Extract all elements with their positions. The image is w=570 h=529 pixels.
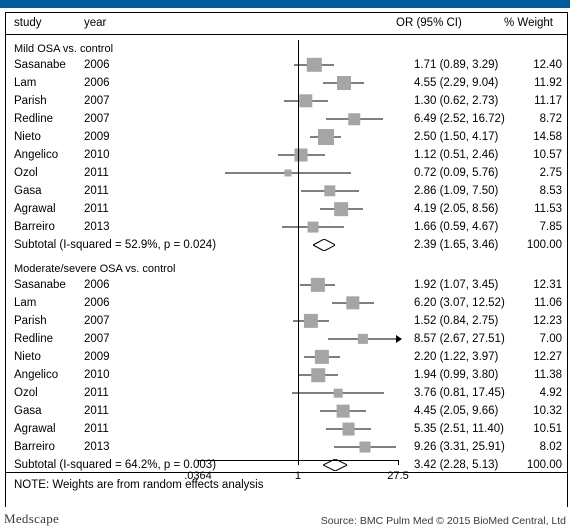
study-name: Angelico xyxy=(14,146,58,164)
study-weight: 2.75 xyxy=(510,164,562,182)
study-row: Angelico20101.12 (0.51, 2.46)10.57 xyxy=(6,146,567,164)
subtotal-label: Subtotal (I-squared = 64.2%, p = 0.003) xyxy=(14,456,216,474)
study-row: Nieto20092.20 (1.22, 3.97)12.27 xyxy=(6,348,567,366)
study-year: 2011 xyxy=(84,200,109,218)
study-weight: 10.51 xyxy=(510,420,562,438)
study-weight: 12.31 xyxy=(510,276,562,294)
study-name: Nieto xyxy=(14,348,41,366)
subtotal-label: Subtotal (I-squared = 52.9%, p = 0.024) xyxy=(14,236,216,254)
header-orci: OR (95% CI) xyxy=(396,14,462,32)
study-year: 2010 xyxy=(84,366,110,384)
study-name: Ozol xyxy=(14,384,38,402)
study-row: Lam20064.55 (2.29, 9.04)11.92 xyxy=(6,74,567,92)
forest-plot: study year OR (95% CI) % Weight NOTE: We… xyxy=(5,12,568,507)
study-name: Sasanabe xyxy=(14,56,66,74)
study-year: 2007 xyxy=(84,110,110,128)
study-name: Parish xyxy=(14,312,47,330)
study-name: Redline xyxy=(14,330,53,348)
header-year: year xyxy=(84,14,106,32)
source-label: Source: BMC Pulm Med © 2015 BioMed Centr… xyxy=(321,515,566,527)
study-name: Nieto xyxy=(14,128,41,146)
study-year: 2013 xyxy=(84,438,110,456)
study-name: Angelico xyxy=(14,366,58,384)
study-name: Redline xyxy=(14,110,53,128)
study-year: 2006 xyxy=(84,56,110,74)
study-weight: 8.53 xyxy=(510,182,562,200)
footnote-text: NOTE: Weights are from random effects an… xyxy=(14,476,263,494)
study-weight: 8.72 xyxy=(510,110,562,128)
study-name: Barreiro xyxy=(14,218,55,236)
study-row: Ozol20110.72 (0.09, 5.76)2.75 xyxy=(6,164,567,182)
study-row: Sasanabe20061.92 (1.07, 3.45)12.31 xyxy=(6,276,567,294)
study-name: Parish xyxy=(14,92,47,110)
study-weight: 12.40 xyxy=(510,56,562,74)
study-weight: 11.53 xyxy=(510,200,562,218)
top-color-bar xyxy=(0,0,570,8)
subtotal-weight: 100.00 xyxy=(510,236,562,254)
subtotal-weight: 100.00 xyxy=(510,456,562,474)
study-weight: 14.58 xyxy=(510,128,562,146)
study-name: Gasa xyxy=(14,182,42,200)
study-year: 2006 xyxy=(84,74,110,92)
study-name: Sasanabe xyxy=(14,276,66,294)
study-year: 2007 xyxy=(84,312,110,330)
study-weight: 12.23 xyxy=(510,312,562,330)
study-year: 2011 xyxy=(84,384,109,402)
footnote: NOTE: Weights are from random effects an… xyxy=(6,476,567,494)
study-row: Gasa20114.45 (2.05, 9.66)10.32 xyxy=(6,402,567,420)
study-weight: 10.32 xyxy=(510,402,562,420)
study-year: 2009 xyxy=(84,348,110,366)
subtotal-row: Subtotal (I-squared = 64.2%, p = 0.003)3… xyxy=(6,456,567,474)
study-row: Agrawal20115.35 (2.51, 11.40)10.51 xyxy=(6,420,567,438)
study-row: Redline20078.57 (2.67, 27.51)7.00 xyxy=(6,330,567,348)
study-weight: 4.92 xyxy=(510,384,562,402)
study-weight: 8.02 xyxy=(510,438,562,456)
study-weight: 11.17 xyxy=(510,92,562,110)
study-weight: 7.00 xyxy=(510,330,562,348)
header-weight: % Weight xyxy=(504,14,553,32)
study-weight: 11.92 xyxy=(510,74,562,92)
study-row: Nieto20092.50 (1.50, 4.17)14.58 xyxy=(6,128,567,146)
study-row: Ozol20113.76 (0.81, 17.45)4.92 xyxy=(6,384,567,402)
study-year: 2006 xyxy=(84,276,110,294)
study-weight: 7.85 xyxy=(510,218,562,236)
study-row: Redline20076.49 (2.52, 16.72)8.72 xyxy=(6,110,567,128)
study-row: Parish20071.30 (0.62, 2.73)11.17 xyxy=(6,92,567,110)
study-name: Agrawal xyxy=(14,200,56,218)
study-row: Sasanabe20061.71 (0.89, 3.29)12.40 xyxy=(6,56,567,74)
study-name: Ozol xyxy=(14,164,38,182)
study-name: Lam xyxy=(14,74,36,92)
study-year: 2011 xyxy=(84,182,109,200)
study-name: Gasa xyxy=(14,402,42,420)
study-name: Lam xyxy=(14,294,36,312)
subtotal-row: Subtotal (I-squared = 52.9%, p = 0.024)2… xyxy=(6,236,567,254)
study-year: 2007 xyxy=(84,92,110,110)
study-weight: 10.57 xyxy=(510,146,562,164)
study-year: 2011 xyxy=(84,402,109,420)
study-row: Parish20071.52 (0.84, 2.75)12.23 xyxy=(6,312,567,330)
study-name: Agrawal xyxy=(14,420,56,438)
figure-canvas: study year OR (95% CI) % Weight NOTE: We… xyxy=(0,0,570,529)
study-row: Angelico20101.94 (0.99, 3.80)11.38 xyxy=(6,366,567,384)
study-year: 2009 xyxy=(84,128,110,146)
study-year: 2011 xyxy=(84,420,109,438)
brand-label: Medscape xyxy=(4,511,59,527)
study-row: Barreiro20131.66 (0.59, 4.67)7.85 xyxy=(6,218,567,236)
study-name: Barreiro xyxy=(14,438,55,456)
study-weight: 11.06 xyxy=(510,294,562,312)
study-weight: 11.38 xyxy=(510,366,562,384)
study-weight: 12.27 xyxy=(510,348,562,366)
figure-footer: Medscape Source: BMC Pulm Med © 2015 Bio… xyxy=(0,511,570,529)
study-year: 2011 xyxy=(84,164,109,182)
study-row: Barreiro20139.26 (3.31, 25.91)8.02 xyxy=(6,438,567,456)
study-year: 2010 xyxy=(84,146,110,164)
study-year: 2006 xyxy=(84,294,110,312)
study-year: 2007 xyxy=(84,330,110,348)
study-row: Gasa20112.86 (1.09, 7.50)8.53 xyxy=(6,182,567,200)
study-row: Lam20066.20 (3.07, 12.52)11.06 xyxy=(6,294,567,312)
study-year: 2013 xyxy=(84,218,110,236)
study-row: Agrawal20114.19 (2.05, 8.56)11.53 xyxy=(6,200,567,218)
header-study: study xyxy=(14,14,42,32)
